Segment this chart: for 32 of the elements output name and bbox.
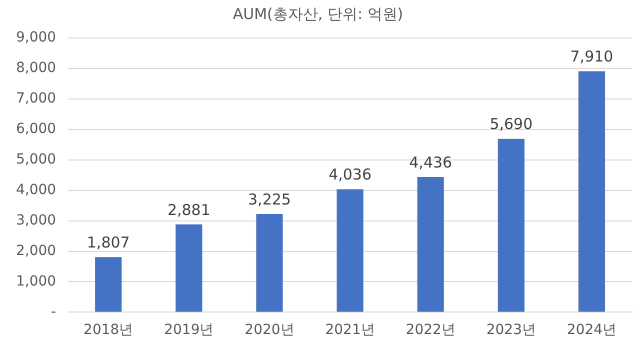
y-tick-label: 7,000 bbox=[16, 90, 56, 107]
data-label: 7,910 bbox=[570, 48, 614, 66]
bar bbox=[95, 257, 122, 312]
y-tick-label: 6,000 bbox=[16, 121, 56, 138]
bar bbox=[417, 177, 444, 312]
data-label: 3,225 bbox=[248, 190, 291, 208]
y-tick-label: 3,000 bbox=[16, 212, 56, 228]
x-tick-label: 2021년 bbox=[325, 322, 375, 338]
x-tick-label: 2019년 bbox=[164, 322, 214, 338]
data-label: 4,036 bbox=[328, 166, 372, 184]
chart-title: AUM(총자산, 단위: 억원) bbox=[232, 4, 404, 23]
y-tick-label: 5,000 bbox=[16, 152, 56, 168]
y-tick-label: - bbox=[51, 304, 56, 320]
bar bbox=[336, 189, 364, 312]
data-label: 4,436 bbox=[409, 153, 452, 172]
bar bbox=[256, 214, 283, 312]
bar bbox=[578, 71, 606, 312]
data-label: 5,690 bbox=[490, 115, 533, 134]
x-tick-label: 2022년 bbox=[406, 322, 456, 338]
x-tick-label: 2020년 bbox=[244, 322, 294, 338]
data-label: 2,881 bbox=[167, 200, 210, 219]
y-tick-label: 2,000 bbox=[16, 242, 56, 259]
data-label: 1,807 bbox=[86, 234, 130, 252]
x-tick-label: 2018년 bbox=[84, 322, 134, 338]
y-tick-label: 8,000 bbox=[16, 60, 56, 76]
x-tick-label: 2024년 bbox=[566, 322, 617, 338]
bar bbox=[498, 138, 524, 312]
y-tick-label: 9,000 bbox=[16, 30, 56, 46]
x-tick-label: 2023년 bbox=[486, 322, 536, 338]
bar bbox=[176, 224, 202, 312]
y-tick-label: 1,000 bbox=[16, 273, 56, 290]
y-tick-label: 4,000 bbox=[16, 182, 56, 198]
